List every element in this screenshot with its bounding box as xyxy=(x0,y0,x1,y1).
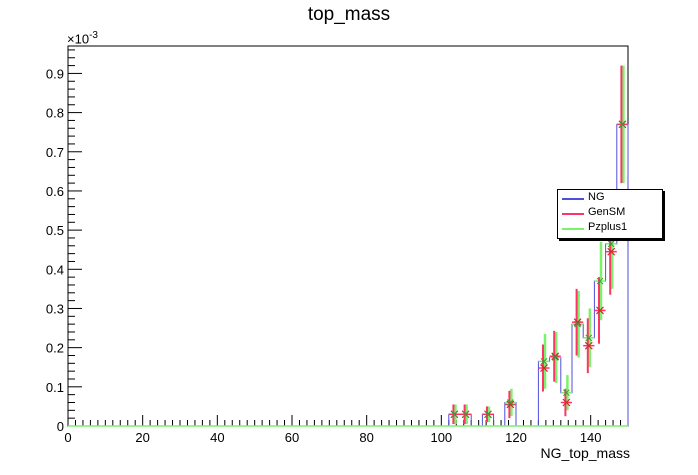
legend-item-gensm: GenSM xyxy=(558,206,662,221)
y-tick-label: 0.4 xyxy=(46,262,64,277)
legend-label-pzplus1: Pzplus1 xyxy=(588,221,628,233)
x-tick-label: 0 xyxy=(64,430,71,445)
x-tick-label: 40 xyxy=(210,430,224,445)
legend-item-ng: NG xyxy=(558,191,662,206)
series-gensm-marker xyxy=(584,341,593,350)
series-gensm-marker xyxy=(551,352,560,361)
y-tick-label: 0.8 xyxy=(46,106,64,121)
y-tick-label: 0.6 xyxy=(46,184,64,199)
chart-title: top_mass xyxy=(307,4,391,25)
y-multiplier-base: ×10 xyxy=(67,31,90,47)
series-pzplus1-marker xyxy=(451,410,458,418)
legend-swatch-pzplus1 xyxy=(562,228,584,230)
series-gensm-marker xyxy=(573,318,582,327)
x-tick-label: 20 xyxy=(135,430,149,445)
series-pzplus1-marker xyxy=(619,120,626,128)
y-tick-label: 0.2 xyxy=(46,341,64,356)
series-pzplus1-marker xyxy=(574,320,581,328)
series-pzplus1-marker xyxy=(462,410,469,418)
x-tick-label: 140 xyxy=(580,430,602,445)
x-tick-label: 60 xyxy=(285,430,299,445)
y-tick-label: 0.3 xyxy=(46,301,64,316)
x-tick-label: 80 xyxy=(359,430,373,445)
series-pzplus1-marker xyxy=(607,240,615,248)
series-gensm-marker xyxy=(506,400,515,409)
legend-swatch-gensm xyxy=(562,213,584,215)
series-pzplus1-marker xyxy=(484,410,492,418)
y-tick-label: 0.7 xyxy=(46,145,64,160)
series-gensm-marker xyxy=(607,247,616,256)
legend-label-gensm: GenSM xyxy=(588,206,626,218)
y-axis-multiplier: ×10-3 xyxy=(67,30,98,46)
x-axis-label: NG_top_mass xyxy=(540,445,630,461)
legend-label-ng: NG xyxy=(588,191,605,203)
series-pzplus1-marker xyxy=(596,277,604,285)
series-gensm-marker xyxy=(562,398,571,407)
series-pzplus1-marker xyxy=(551,354,559,361)
y-tick-label: 0.5 xyxy=(46,223,64,238)
y-tick-label: 0.1 xyxy=(46,380,64,395)
series-gensm-marker xyxy=(540,364,548,372)
series-pzplus1-marker xyxy=(585,334,593,342)
y-tick-label: 0.9 xyxy=(46,66,64,81)
series-gensm-marker xyxy=(596,306,604,315)
legend-item-pzplus1: Pzplus1 xyxy=(558,221,662,236)
series-pzplus1-marker xyxy=(540,358,548,365)
series-pzplus1-marker xyxy=(563,389,570,397)
legend: NG GenSM Pzplus1 xyxy=(557,189,663,239)
legend-swatch-ng xyxy=(562,198,584,200)
y-tick-label: 0 xyxy=(57,419,64,434)
y-multiplier-exponent: -3 xyxy=(89,30,98,41)
x-tick-label: 100 xyxy=(430,430,452,445)
series-pzplus1-marker xyxy=(507,399,514,406)
x-tick-label: 120 xyxy=(505,430,527,445)
